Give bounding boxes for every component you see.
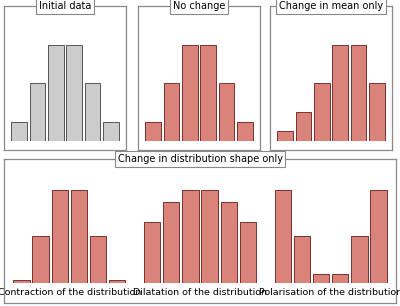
Bar bbox=[332, 45, 348, 141]
Bar bbox=[90, 237, 106, 283]
Text: Contraction of the distribution: Contraction of the distribution bbox=[0, 288, 141, 297]
Bar bbox=[219, 83, 234, 141]
Bar bbox=[314, 83, 330, 141]
Bar bbox=[351, 45, 366, 141]
Bar bbox=[294, 237, 310, 283]
Bar bbox=[351, 237, 368, 283]
Bar bbox=[109, 280, 125, 283]
Bar bbox=[182, 45, 198, 141]
Bar bbox=[30, 83, 45, 141]
Bar bbox=[313, 274, 329, 283]
Bar bbox=[275, 190, 291, 283]
Text: Initial data: Initial data bbox=[39, 1, 91, 11]
Bar bbox=[200, 45, 216, 141]
Bar bbox=[11, 121, 27, 141]
Bar bbox=[13, 280, 30, 283]
Bar bbox=[164, 83, 179, 141]
Bar bbox=[332, 274, 348, 283]
Bar bbox=[103, 121, 119, 141]
Bar bbox=[370, 190, 387, 283]
Bar bbox=[71, 190, 87, 283]
Bar bbox=[296, 112, 311, 141]
Bar bbox=[66, 45, 82, 141]
Bar bbox=[52, 190, 68, 283]
Bar bbox=[144, 222, 160, 283]
Bar bbox=[237, 121, 253, 141]
Bar bbox=[220, 202, 237, 283]
Text: Polarisation of the distribution: Polarisation of the distribution bbox=[259, 288, 400, 297]
Bar bbox=[145, 121, 161, 141]
Bar bbox=[202, 190, 218, 283]
Text: Change in distribution shape only: Change in distribution shape only bbox=[118, 154, 282, 164]
Bar bbox=[369, 83, 385, 141]
Bar bbox=[277, 131, 293, 141]
Text: Change in mean only: Change in mean only bbox=[279, 1, 383, 11]
Bar bbox=[163, 202, 180, 283]
Bar bbox=[240, 222, 256, 283]
Bar bbox=[182, 190, 198, 283]
Bar bbox=[48, 45, 64, 141]
Bar bbox=[32, 237, 49, 283]
Text: No change: No change bbox=[173, 1, 225, 11]
Text: Dilatation of the distribution: Dilatation of the distribution bbox=[133, 288, 267, 297]
Bar bbox=[85, 83, 100, 141]
